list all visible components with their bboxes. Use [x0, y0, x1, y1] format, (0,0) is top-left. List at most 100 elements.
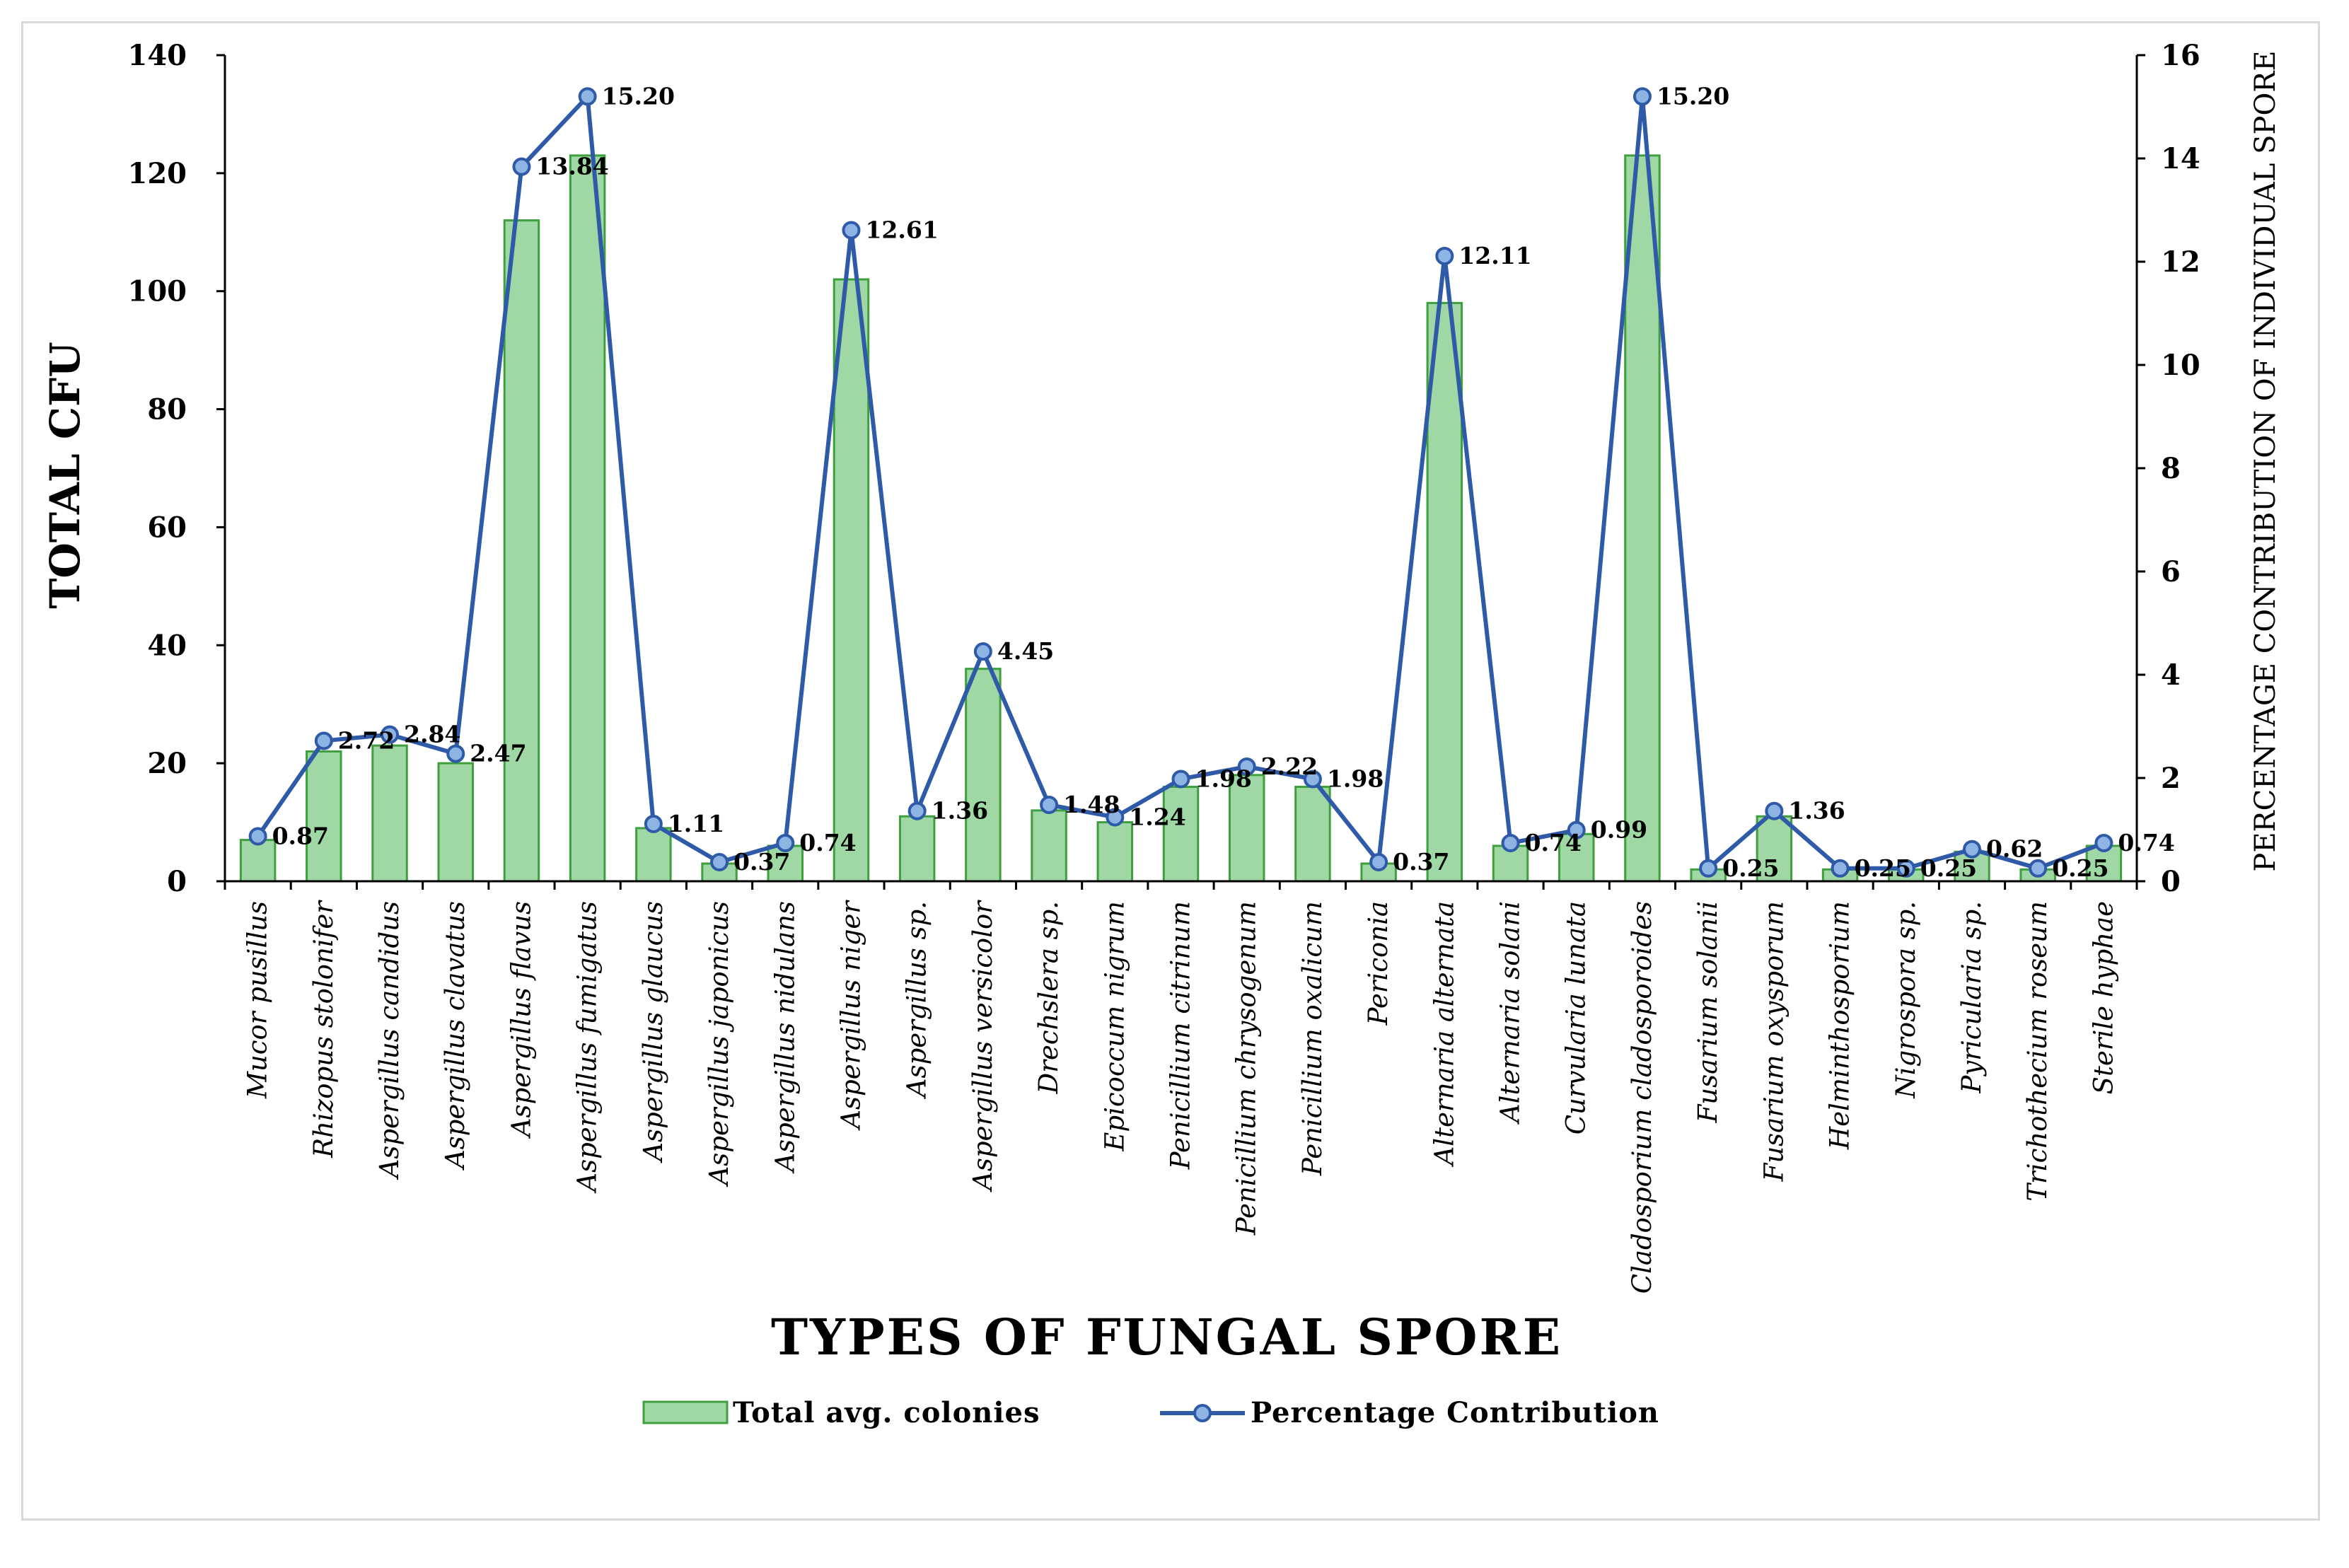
bar-19 — [1426, 301, 1463, 883]
x-tick-label: Aspergillus glaucus — [638, 901, 668, 1163]
data-label-3: 2.84 — [404, 721, 460, 748]
y-tick-label: 20 — [147, 747, 187, 780]
text-layer: 0 20 40 60 80 100 120 140 0 2 4 6 8 10 12 14 16 Mucor pus… — [41, 39, 2282, 1429]
x-tick-label: Fusarium oxysporum — [1758, 901, 1789, 1182]
bar-17 — [1294, 786, 1331, 883]
line-point-28 — [2029, 859, 2048, 878]
line-point-17 — [1303, 770, 1322, 789]
data-label-14: 1.24 — [1129, 803, 1185, 830]
data-label-18: 0.37 — [1393, 848, 1449, 876]
bar-1 — [239, 839, 277, 883]
y-tick-label: 80 — [147, 393, 187, 426]
data-label-8: 0.37 — [733, 848, 790, 876]
bar-10 — [833, 278, 870, 883]
x-tick-label: Curvularia lunata — [1561, 901, 1591, 1134]
bar-4 — [437, 762, 474, 883]
data-label-19: 12.11 — [1458, 242, 1531, 269]
bars-layer — [239, 154, 2123, 883]
line-point-23 — [1699, 859, 1718, 878]
x-tick-label: Drechslera sp. — [1033, 901, 1064, 1094]
x-tick-label: Aspergillus nidulans — [770, 901, 800, 1174]
data-label-5: 13.84 — [535, 153, 608, 180]
line-point-15 — [1171, 770, 1190, 789]
y-tick-label: 140 — [128, 39, 187, 72]
x-tick-label: Periconia — [1363, 901, 1393, 1026]
labels-layer: 0.87 2.72 2.84 2.47 13.84 15.20 1.11 0.37 0.74 12… — [272, 82, 2175, 881]
data-label-27: 0.62 — [1986, 835, 2043, 863]
data-label-28: 0.25 — [2052, 854, 2109, 882]
axes-layer — [216, 54, 2145, 890]
data-label-12: 4.45 — [997, 637, 1054, 665]
line-point-11 — [907, 801, 927, 820]
line-point-4 — [446, 744, 465, 763]
x-tick-label: Rhizopus stolonifer — [308, 900, 339, 1158]
data-label-21: 0.99 — [1591, 816, 1647, 844]
y2-tick-label: 14 — [2161, 142, 2200, 175]
y-tick-label: 0 — [167, 865, 187, 898]
x-tick-label: Nigrospora sp. — [1891, 901, 1921, 1099]
bar-13 — [1031, 809, 1067, 883]
data-label-2: 2.72 — [338, 726, 395, 754]
line-point-1 — [248, 827, 267, 846]
data-label-26: 0.25 — [1920, 854, 1977, 882]
line-point-26 — [1896, 859, 1915, 878]
line-point-22 — [1632, 87, 1652, 106]
y2-tick-label: 12 — [2161, 245, 2200, 279]
line-point-6 — [578, 87, 597, 106]
y2-axis-title: PERCENTAGE CONTRIBUTION OF INDIVIDUAL SP… — [2249, 50, 2282, 871]
bar-2 — [306, 750, 342, 883]
y-axis-title: TOTAL CFU — [41, 342, 89, 609]
x-tick-label: Aspergillus flavus — [506, 901, 536, 1139]
x-tick-label: Alternaria solani — [1495, 901, 1526, 1125]
line-point-12 — [973, 642, 992, 661]
line-point-7 — [644, 814, 663, 833]
line-point-3 — [381, 725, 400, 744]
data-label-4: 2.47 — [470, 740, 526, 767]
data-label-13: 1.48 — [1063, 791, 1120, 818]
bar-3 — [371, 744, 408, 883]
y-tick-label: 100 — [128, 275, 187, 308]
bar-22 — [1624, 154, 1661, 883]
bar-5 — [503, 219, 540, 883]
bar-7 — [635, 827, 672, 883]
bar-14 — [1096, 821, 1134, 883]
line-point-5 — [512, 157, 531, 176]
y-tick-label: 120 — [128, 157, 187, 190]
x-tick-label: Cladosporium cladosporoides — [1627, 901, 1657, 1294]
x-tick-label: Aspergillus fumigatus — [572, 901, 603, 1194]
line-layer — [248, 87, 2113, 878]
x-tick-label: Sterile hyphae — [2088, 901, 2118, 1094]
bar-12 — [965, 668, 1002, 883]
x-tick-label: Penicillium citrinum — [1166, 901, 1196, 1170]
x-tick-label: Pyricularia sp. — [1956, 901, 1987, 1094]
line-point-18 — [1369, 852, 1388, 871]
data-label-25: 0.25 — [1855, 854, 1911, 882]
data-label-16: 2.22 — [1261, 753, 1318, 780]
data-label-29: 0.74 — [2118, 829, 2174, 856]
data-label-6: 15.20 — [602, 82, 675, 110]
x-tick-label: Aspergillus sp. — [902, 901, 932, 1099]
data-label-23: 0.25 — [1722, 854, 1779, 882]
line-point-21 — [1567, 820, 1586, 840]
line-point-13 — [1040, 795, 1059, 814]
line-point-24 — [1765, 801, 1784, 820]
y-tick-label: 40 — [147, 629, 187, 662]
y2-tick-label: 0 — [2161, 865, 2181, 898]
legend-label-bars: Total avg. colonies — [733, 1396, 1040, 1429]
x-tick-label: Penicillium chrysogenum — [1231, 901, 1262, 1236]
y-tick-label: 60 — [147, 511, 187, 544]
line-point-14 — [1106, 808, 1125, 827]
y2-tick-label: 16 — [2161, 39, 2200, 72]
y2-tick-label: 10 — [2161, 349, 2200, 382]
x-tick-label: Aspergillus niger — [835, 900, 866, 1131]
x-tick-label: Aspergillus japonicus — [704, 901, 734, 1187]
line-point-9 — [776, 833, 795, 852]
data-label-1: 0.87 — [272, 822, 329, 849]
x-tick-label: Aspergillus clavatus — [440, 901, 470, 1171]
line-point-10 — [842, 221, 861, 240]
x-tick-label: Penicillium oxalicum — [1297, 901, 1328, 1176]
x-tick-label: Fusarium solanii — [1693, 901, 1723, 1123]
legend-swatch-marker — [1193, 1404, 1212, 1422]
bar-16 — [1228, 774, 1265, 883]
